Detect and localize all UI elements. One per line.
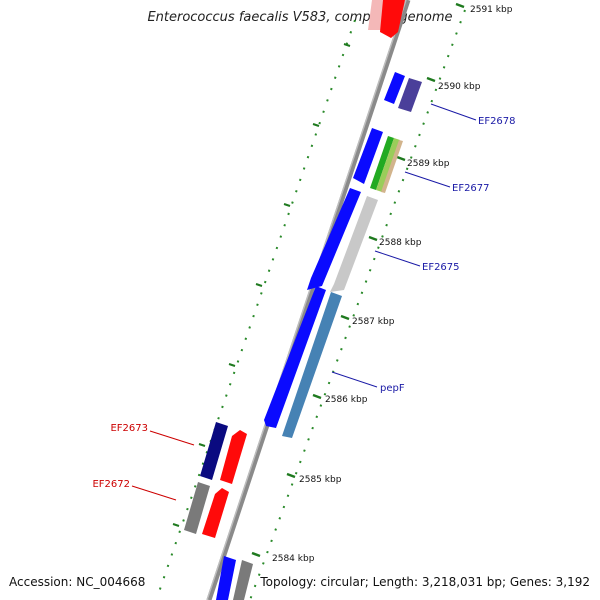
genome-backbone-highlight [206, 0, 407, 600]
gene-ef2677-light [376, 138, 400, 192]
connector-ef2678 [430, 103, 477, 121]
tick-2586 [312, 393, 322, 400]
topology-label: Topology: circular; Length: 3,218,031 bp… [260, 575, 590, 589]
gene-label-ef2673: EF2673 [110, 423, 148, 434]
tick-2584 [251, 551, 261, 558]
gene-navy-ef2673 [200, 422, 228, 480]
gene-label-pepf: pepF [380, 383, 405, 394]
gene-gray-bottom [233, 560, 253, 600]
tick-2585 [286, 472, 296, 479]
outer-tick [198, 443, 206, 447]
outer-tick [283, 203, 291, 207]
gene-ef2677-khaki [381, 140, 403, 193]
tick-2590 [426, 76, 436, 83]
gene-red-ef2673 [220, 430, 247, 484]
inner-dotted-guide [249, 9, 466, 600]
gene-ef2675 [330, 196, 378, 292]
outer-tick [255, 283, 263, 287]
kbp-label-2587: 2587 kbp [352, 317, 395, 327]
connector-ef2672 [131, 485, 177, 501]
gene-blue-bottom [216, 556, 236, 600]
gene-label-ef2678: EF2678 [478, 116, 516, 127]
gene-gray-ef2671 [184, 482, 210, 534]
outer-tick [228, 363, 236, 367]
tick-2588 [368, 235, 378, 242]
gene-blue-ef2674 [307, 188, 361, 290]
tick-2591 [455, 2, 465, 9]
kbp-label-2585: 2585 kbp [299, 475, 342, 485]
outer-dotted-guide [157, 19, 356, 596]
gene-pepf [282, 292, 342, 438]
outer-tick [172, 523, 180, 527]
gene-blue-ef2679 [384, 72, 405, 104]
outer-tick [312, 123, 320, 127]
kbp-label-2589: 2589 kbp [407, 159, 450, 169]
gene-label-ef2675: EF2675 [422, 262, 460, 273]
tick-2589 [396, 155, 406, 162]
outer-tick [343, 43, 351, 47]
kbp-label-2591: 2591 kbp [470, 5, 513, 15]
kbp-label-2584: 2584 kbp [272, 554, 315, 564]
connector-pepf [331, 371, 378, 388]
kbp-label-2588: 2588 kbp [379, 238, 422, 248]
gene-ef2678 [398, 78, 422, 112]
tick-2587 [340, 314, 350, 321]
gene-ef2677-green [370, 136, 394, 190]
gene-red-top [380, 0, 405, 38]
gene-blue-long [264, 286, 326, 428]
connector-ef2673 [149, 430, 195, 446]
kbp-label-2586: 2586 kbp [325, 395, 368, 405]
genome-backbone [206, 0, 411, 600]
outer-ticks [172, 43, 351, 527]
connector-ef2675 [374, 250, 421, 267]
gene-label-ef2672: EF2672 [92, 479, 130, 490]
gene-red-ef2672 [202, 488, 229, 538]
kbp-label-2590: 2590 kbp [438, 82, 481, 92]
kbp-ticks [251, 2, 465, 558]
connector-ef2677 [404, 171, 451, 188]
gene-blue-ef2676 [353, 128, 383, 184]
gene-label-ef2677: EF2677 [452, 183, 490, 194]
accession-label: Accession: NC_004668 [9, 575, 146, 589]
